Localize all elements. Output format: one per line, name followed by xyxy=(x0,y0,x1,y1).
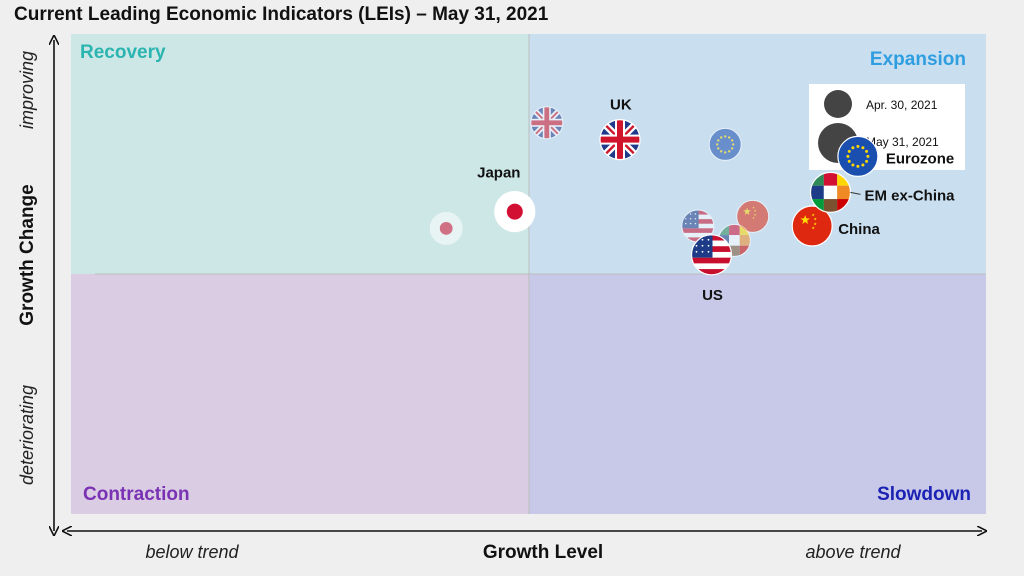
legend-label-apr: Apr. 30, 2021 xyxy=(866,98,938,112)
point-eurozone-may xyxy=(837,135,879,177)
legend: Apr. 30, 2021 May 31, 2021 xyxy=(809,84,965,170)
point-uk-may xyxy=(599,119,641,161)
point-label-em-ex-china: EM ex-China xyxy=(865,187,956,204)
point-label-japan: Japan xyxy=(477,165,520,182)
eu-flag-icon xyxy=(709,128,742,161)
data-points xyxy=(429,106,879,276)
quadrant-label-expansion: Expansion xyxy=(870,49,966,70)
chart-title: Current Leading Economic Indicators (LEI… xyxy=(14,4,549,25)
data-point-labels: UK Eurozone Japan US China EM ex-China xyxy=(477,97,955,304)
legend-marker-apr xyxy=(824,90,852,118)
point-label-us: US xyxy=(702,287,723,304)
em-flag-icon xyxy=(810,172,851,213)
point-japan-apr xyxy=(429,211,463,245)
quadrant-slowdown xyxy=(529,274,986,514)
x-axis-title: Growth Level xyxy=(483,542,603,563)
point-japan-may xyxy=(494,191,536,233)
point-uk-apr xyxy=(530,106,564,140)
x-axis-high-label: above trend xyxy=(805,542,901,562)
y-axis-low-label: deteriorating xyxy=(17,385,37,485)
point-label-uk: UK xyxy=(610,97,632,114)
legend-label-may: May 31, 2021 xyxy=(866,135,939,149)
point-em-ex-china-may xyxy=(809,171,852,213)
uk-flag-icon xyxy=(530,106,563,139)
point-label-eurozone: Eurozone xyxy=(886,150,954,167)
japan-flag-icon xyxy=(430,212,463,245)
y-axis-high-label: improving xyxy=(17,51,37,129)
x-axis-low-label: below trend xyxy=(145,542,239,562)
quadrant-recovery xyxy=(71,34,529,274)
y-axis-title: Growth Change xyxy=(17,184,38,325)
quadrant-contraction xyxy=(71,274,529,514)
quadrant-label-slowdown: Slowdown xyxy=(877,484,971,505)
eu-flag-icon xyxy=(837,136,878,177)
japan-flag-icon xyxy=(494,191,535,232)
china-flag-icon xyxy=(792,206,833,246)
em-label-leader-line xyxy=(850,191,861,195)
us-flag-icon xyxy=(691,234,732,275)
point-label-china: China xyxy=(838,221,880,238)
uk-flag-icon xyxy=(600,119,640,160)
point-eurozone-apr xyxy=(708,127,742,161)
quadrant-label-contraction: Contraction xyxy=(83,484,190,505)
point-us-may xyxy=(690,234,733,276)
quadrant-label-recovery: Recovery xyxy=(80,42,166,63)
point-china-may xyxy=(791,205,833,247)
